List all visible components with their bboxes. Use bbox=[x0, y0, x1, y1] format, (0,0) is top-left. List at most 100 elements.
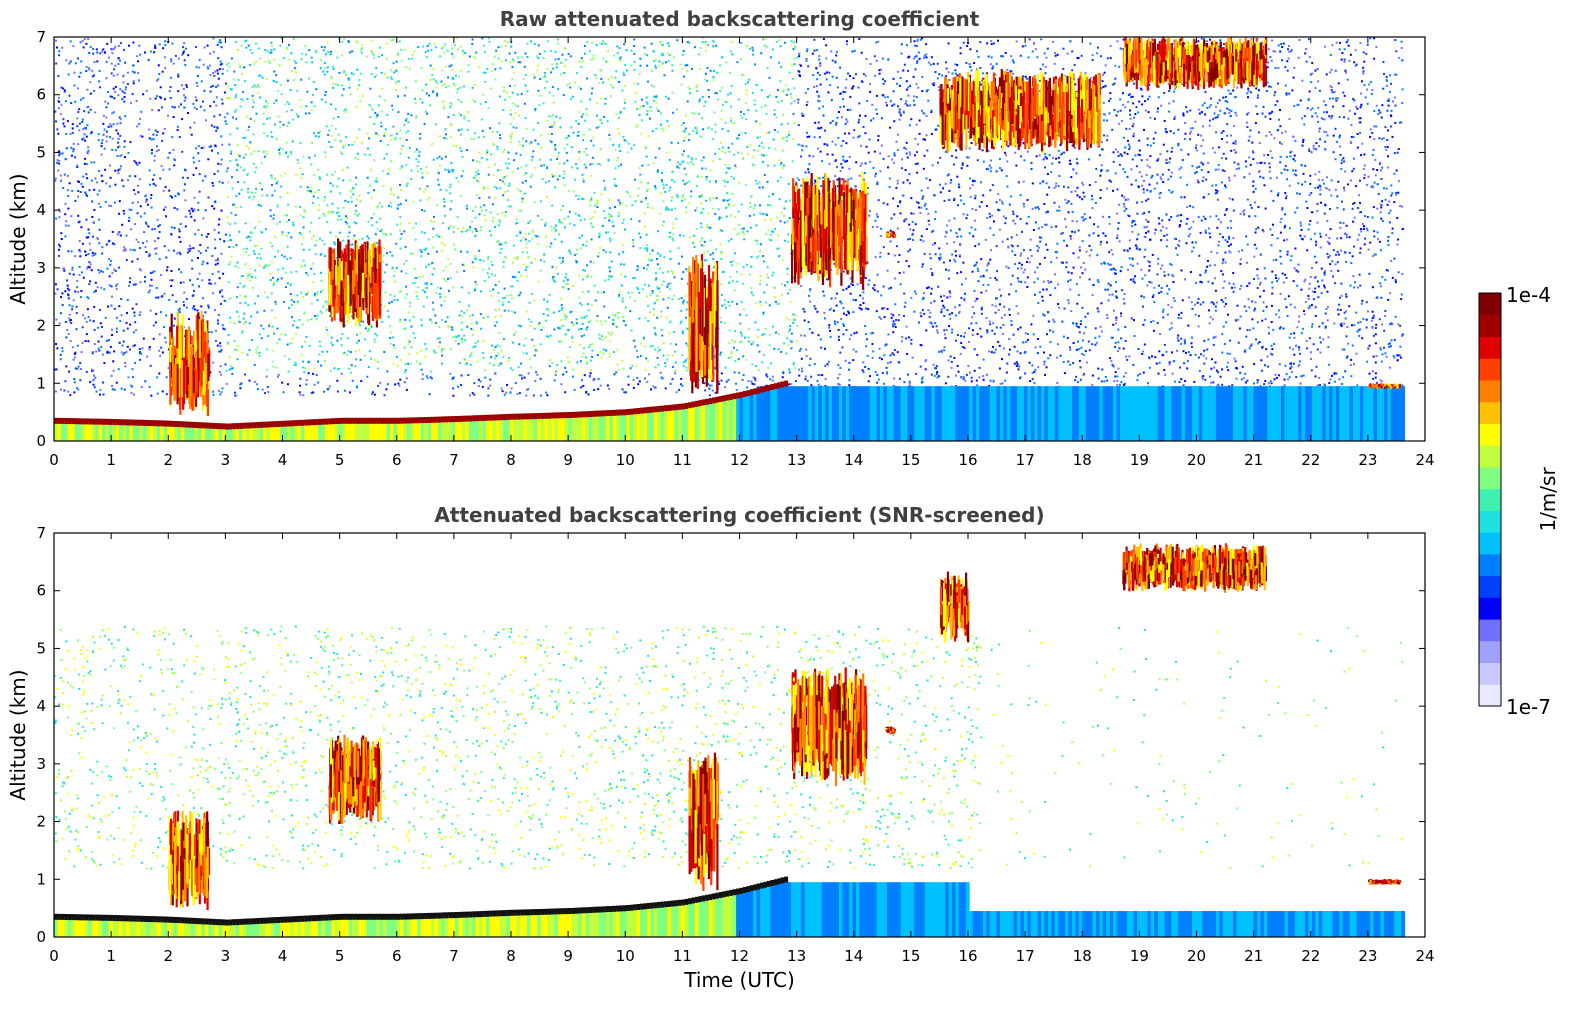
noise-pixel bbox=[966, 213, 969, 216]
noise-pixel bbox=[551, 86, 554, 89]
noise-pixel bbox=[257, 84, 259, 87]
noise-pixel bbox=[397, 95, 400, 98]
noise-pixel bbox=[767, 366, 770, 369]
noise-pixel bbox=[355, 198, 358, 201]
noise-pixel bbox=[703, 105, 706, 108]
noise-pixel bbox=[384, 271, 386, 274]
noise-pixel bbox=[513, 276, 516, 279]
noise-pixel bbox=[643, 212, 646, 215]
noise-pixel bbox=[180, 103, 182, 106]
noise-pixel bbox=[1121, 47, 1124, 50]
noise-pixel bbox=[490, 234, 493, 237]
noise-pixel bbox=[1099, 197, 1102, 199]
noise-pixel bbox=[562, 204, 565, 207]
noise-pixel bbox=[879, 255, 882, 258]
noise-pixel bbox=[730, 120, 733, 123]
noise-pixel bbox=[789, 325, 792, 328]
noise-pixel bbox=[1138, 373, 1141, 376]
noise-pixel bbox=[281, 254, 284, 257]
noise-pixel bbox=[1009, 70, 1012, 73]
noise-pixel bbox=[1344, 317, 1347, 320]
noise-pixel bbox=[975, 209, 977, 211]
noise-pixel bbox=[677, 166, 680, 169]
noise-pixel bbox=[221, 143, 224, 146]
noise-pixel bbox=[1288, 336, 1291, 339]
noise-pixel bbox=[435, 81, 438, 84]
noise-pixel bbox=[585, 314, 588, 317]
noise-pixel bbox=[877, 199, 880, 202]
noise-pixel bbox=[1293, 173, 1296, 176]
noise-pixel bbox=[154, 129, 157, 132]
noise-pixel bbox=[97, 133, 100, 136]
noise-pixel bbox=[923, 292, 925, 295]
noise-pixel bbox=[696, 206, 699, 209]
noise-pixel bbox=[938, 86, 941, 89]
noise-pixel bbox=[358, 339, 360, 342]
noise-pixel bbox=[696, 185, 699, 188]
noise-pixel bbox=[511, 369, 514, 372]
noise-pixel bbox=[270, 51, 273, 54]
noise-pixel bbox=[212, 361, 215, 364]
noise-pixel bbox=[768, 344, 771, 347]
noise-pixel bbox=[1283, 378, 1286, 381]
noise-pixel bbox=[586, 113, 589, 116]
noise-pixel bbox=[763, 333, 766, 336]
noise-pixel bbox=[590, 196, 593, 199]
noise-pixel bbox=[1100, 141, 1103, 143]
noise-pixel bbox=[1052, 40, 1055, 43]
noise-pixel bbox=[819, 83, 822, 86]
noise-pixel bbox=[474, 281, 477, 284]
noise-pixel bbox=[644, 377, 646, 380]
noise-pixel bbox=[1157, 262, 1160, 265]
noise-pixel bbox=[578, 158, 581, 161]
noise-pixel bbox=[913, 310, 916, 313]
noise-pixel bbox=[1395, 73, 1398, 76]
noise-pixel bbox=[546, 314, 549, 317]
noise-pixel bbox=[590, 174, 593, 177]
noise-pixel bbox=[887, 58, 890, 61]
noise-pixel bbox=[375, 132, 378, 135]
noise-pixel bbox=[108, 185, 111, 188]
noise-pixel bbox=[611, 331, 614, 334]
noise-pixel bbox=[501, 150, 504, 153]
noise-pixel bbox=[851, 50, 854, 53]
noise-pixel bbox=[891, 158, 894, 161]
noise-pixel bbox=[663, 74, 666, 77]
noise-pixel bbox=[244, 301, 247, 304]
noise-pixel bbox=[685, 342, 688, 345]
noise-pixel bbox=[604, 188, 607, 191]
noise-pixel bbox=[430, 370, 433, 373]
noise-pixel bbox=[132, 248, 135, 251]
noise-pixel bbox=[470, 327, 473, 330]
noise-pixel bbox=[1037, 366, 1040, 369]
noise-pixel bbox=[523, 65, 526, 68]
noise-pixel bbox=[1020, 281, 1023, 283]
noise-pixel bbox=[562, 94, 565, 97]
noise-pixel bbox=[1323, 286, 1326, 289]
noise-pixel bbox=[1274, 104, 1277, 106]
noise-pixel bbox=[792, 319, 795, 321]
noise-pixel bbox=[1362, 228, 1365, 231]
noise-pixel bbox=[131, 201, 134, 204]
noise-pixel bbox=[103, 128, 106, 131]
noise-pixel bbox=[267, 59, 270, 62]
noise-pixel bbox=[1135, 245, 1138, 248]
noise-pixel bbox=[474, 289, 476, 292]
noise-pixel bbox=[1186, 217, 1189, 220]
noise-pixel bbox=[1278, 316, 1281, 319]
noise-pixel bbox=[928, 61, 930, 64]
noise-pixel bbox=[145, 240, 148, 243]
noise-pixel bbox=[1370, 185, 1373, 188]
noise-pixel bbox=[637, 187, 640, 190]
noise-pixel bbox=[802, 308, 805, 310]
noise-pixel bbox=[639, 355, 642, 358]
noise-pixel bbox=[876, 94, 879, 97]
noise-pixel bbox=[85, 254, 88, 257]
noise-pixel bbox=[220, 163, 222, 166]
noise-pixel bbox=[837, 185, 840, 188]
noise-pixel bbox=[1325, 234, 1328, 236]
noise-pixel bbox=[554, 146, 557, 149]
noise-pixel bbox=[1116, 383, 1119, 386]
noise-pixel bbox=[315, 374, 318, 376]
noise-pixel bbox=[85, 163, 88, 166]
